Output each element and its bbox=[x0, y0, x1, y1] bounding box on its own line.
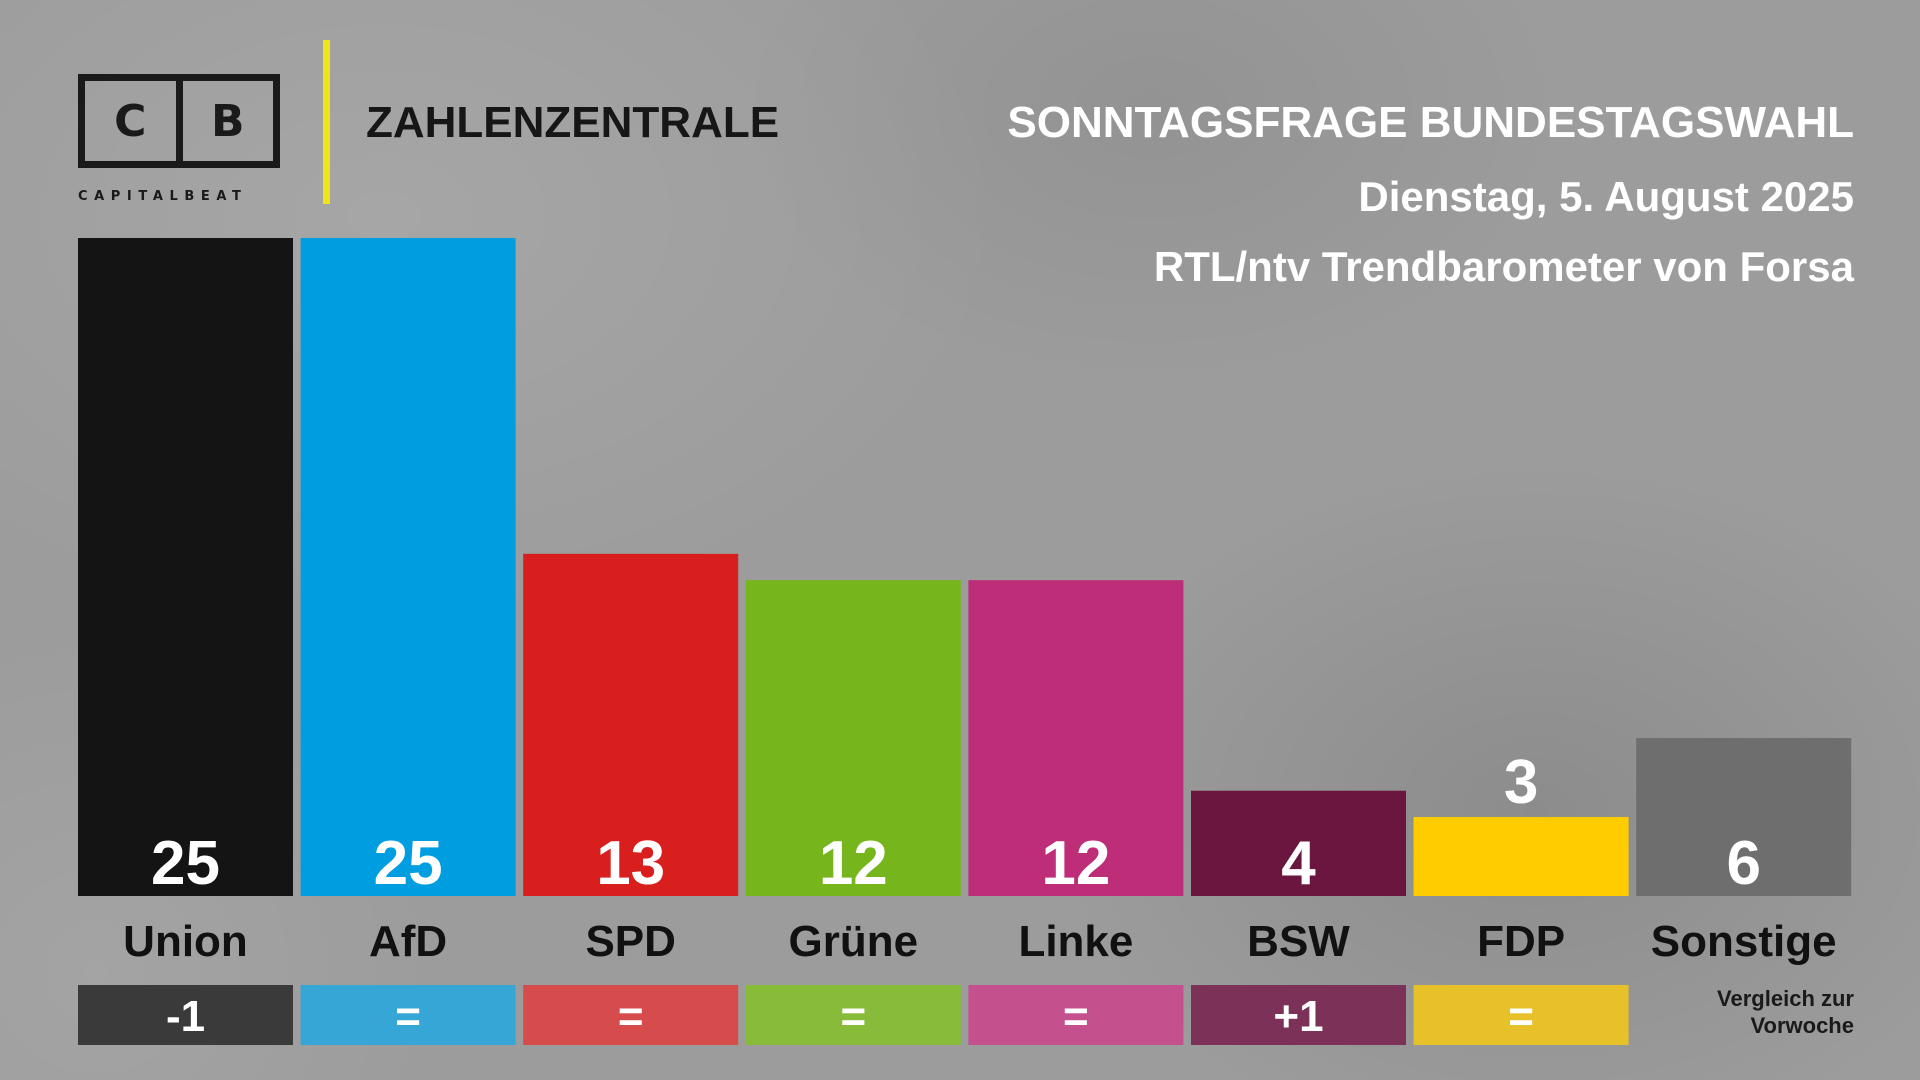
logo-wordmark: CAPITALBEAT bbox=[78, 189, 248, 204]
bar-5 bbox=[1191, 790, 1406, 896]
change-label-1: = bbox=[395, 992, 421, 1041]
change-label-3: = bbox=[840, 992, 866, 1041]
bar-value-label-2: 13 bbox=[596, 829, 665, 898]
bar-6 bbox=[1413, 817, 1629, 896]
change-box-4 bbox=[968, 985, 1184, 1045]
comparison-note-line-2: Vorwoche bbox=[1750, 1013, 1854, 1038]
bar-value-label-7: 6 bbox=[1726, 829, 1760, 898]
category-label-5: BSW bbox=[1247, 917, 1350, 966]
category-label-4: Linke bbox=[1018, 917, 1133, 966]
category-label-2: SPD bbox=[585, 917, 675, 966]
bar-value-label-5: 4 bbox=[1281, 829, 1316, 898]
logo-box: C B bbox=[78, 74, 280, 168]
category-label-1: AfD bbox=[369, 917, 447, 966]
bar-value-label-0: 25 bbox=[151, 829, 220, 898]
bar-0 bbox=[78, 238, 293, 896]
chart-date: Dienstag, 5. August 2025 bbox=[1358, 173, 1854, 220]
category-label-3: Grüne bbox=[789, 917, 919, 966]
bar-7 bbox=[1636, 738, 1852, 896]
bar-value-label-3: 12 bbox=[819, 829, 888, 898]
category-label-0: Union bbox=[123, 917, 248, 966]
change-box-6 bbox=[1413, 985, 1629, 1045]
brand-title: ZAHLENZENTRALE bbox=[366, 98, 780, 147]
category-label-7: Sonstige bbox=[1651, 917, 1837, 966]
comparison-note: Vergleich zur Vorwoche bbox=[1717, 985, 1854, 1039]
bar-value-label-6: 3 bbox=[1504, 748, 1538, 817]
change-box-2 bbox=[523, 985, 739, 1045]
change-label-4: = bbox=[1063, 992, 1089, 1041]
logo-divider bbox=[175, 81, 183, 161]
change-box-0 bbox=[78, 985, 293, 1045]
category-label-6: FDP bbox=[1477, 917, 1565, 966]
change-label-0: -1 bbox=[166, 992, 205, 1041]
bar-4 bbox=[968, 580, 1184, 896]
change-label-2: = bbox=[618, 992, 644, 1041]
bar-2 bbox=[523, 553, 739, 896]
bar-value-label-4: 12 bbox=[1041, 829, 1110, 898]
chart-source: RTL/ntv Trendbarometer von Forsa bbox=[1153, 243, 1854, 290]
change-label-6: = bbox=[1508, 992, 1534, 1041]
comparison-note-line-1: Vergleich zur bbox=[1717, 986, 1854, 1011]
chart-title: SONNTAGSFRAGE BUNDESTAGSWAHL bbox=[1007, 98, 1854, 147]
bar-3 bbox=[745, 580, 961, 896]
logo-letter-c: C bbox=[114, 95, 147, 147]
change-box-3 bbox=[745, 985, 961, 1045]
bar-1 bbox=[300, 238, 516, 896]
change-label-5: +1 bbox=[1273, 992, 1323, 1041]
accent-divider bbox=[323, 40, 330, 204]
bar-value-label-1: 25 bbox=[374, 829, 443, 898]
change-box-1 bbox=[300, 985, 516, 1045]
change-box-5 bbox=[1191, 985, 1406, 1045]
logo-letter-b: B bbox=[210, 95, 245, 147]
